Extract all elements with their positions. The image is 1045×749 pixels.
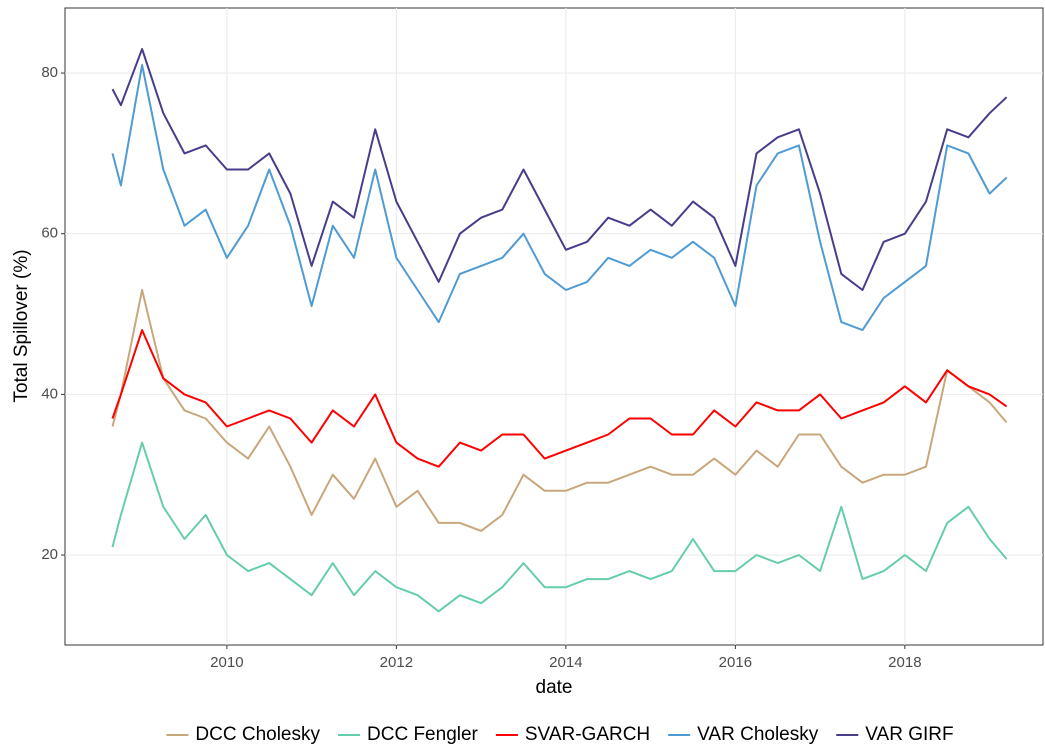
x-tick-label: 2010 (210, 654, 243, 671)
legend-label: VAR GIRF (865, 724, 953, 745)
y-tick-label: 60 (41, 225, 58, 242)
x-tick-label: 2014 (549, 654, 582, 671)
y-axis-title: Total Spillover (%) (11, 249, 32, 402)
legend-label: VAR Cholesky (697, 724, 819, 745)
legend-label: DCC Cholesky (195, 724, 320, 745)
legend-label: SVAR-GARCH (525, 724, 650, 745)
panel (64, 7, 1044, 646)
y-tick-label: 80 (41, 64, 58, 81)
legend-item: VAR Cholesky (668, 724, 819, 745)
y-tick-label: 20 (41, 546, 58, 563)
y-tick-label: 40 (41, 385, 58, 402)
x-tick-label: 2018 (888, 654, 921, 671)
legend-item: DCC Fengler (338, 724, 479, 745)
series-line (111, 64, 1008, 332)
x-tick-label: 2016 (719, 654, 752, 671)
series-line (111, 441, 1008, 613)
legend-item: DCC Cholesky (166, 724, 320, 745)
legend-item: VAR GIRF (836, 724, 954, 745)
series-line (111, 329, 1008, 468)
legend-item: SVAR-GARCH (495, 724, 650, 745)
grid (65, 8, 1043, 645)
x-axis-title: date (536, 677, 573, 698)
series-line (111, 48, 1008, 291)
x-tick-label: 2012 (380, 654, 413, 671)
legend-label: DCC Fengler (367, 724, 479, 745)
series-line (111, 289, 1008, 532)
